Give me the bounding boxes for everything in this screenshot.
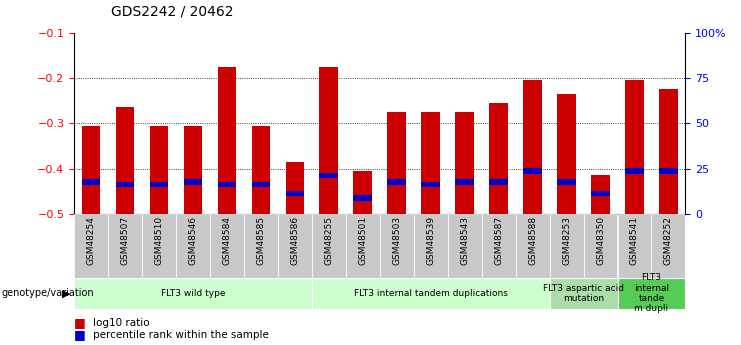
Text: GSM48253: GSM48253 [562, 216, 571, 265]
Text: GSM48252: GSM48252 [664, 216, 673, 265]
Bar [455, 179, 474, 185]
Bar [142, 214, 176, 278]
Bar [251, 182, 270, 187]
Bar [319, 173, 338, 178]
Bar [591, 191, 610, 196]
Text: FLT3 wild type: FLT3 wild type [161, 289, 225, 298]
Bar [82, 179, 101, 185]
Text: GSM48584: GSM48584 [222, 216, 231, 265]
Text: GSM48350: GSM48350 [596, 216, 605, 265]
Text: ▶: ▶ [62, 288, 70, 298]
Bar [583, 214, 617, 278]
Bar [150, 126, 168, 214]
Bar [116, 108, 134, 214]
Bar [218, 67, 236, 214]
Text: GDS2242 / 20462: GDS2242 / 20462 [111, 5, 233, 19]
Bar [184, 179, 202, 185]
Text: GSM48501: GSM48501 [359, 216, 368, 265]
Bar [625, 168, 644, 174]
Text: genotype/variation: genotype/variation [1, 288, 94, 298]
Bar [116, 182, 134, 187]
Bar [422, 182, 440, 187]
Text: FLT3 aspartic acid
mutation: FLT3 aspartic acid mutation [543, 284, 624, 303]
Bar [516, 214, 550, 278]
Bar [278, 214, 312, 278]
Bar [455, 112, 474, 214]
Bar [319, 67, 338, 214]
Text: GSM48585: GSM48585 [256, 216, 265, 265]
Text: percentile rank within the sample: percentile rank within the sample [93, 330, 268, 339]
Bar [379, 214, 413, 278]
Bar [150, 182, 168, 187]
Text: GSM48586: GSM48586 [290, 216, 299, 265]
Bar [388, 179, 406, 185]
Bar [659, 89, 678, 214]
Text: GSM48587: GSM48587 [494, 216, 503, 265]
Bar [176, 214, 210, 278]
Bar [218, 182, 236, 187]
Text: GSM48254: GSM48254 [87, 216, 96, 265]
Bar [557, 179, 576, 185]
Text: log10 ratio: log10 ratio [93, 318, 149, 327]
Bar [448, 214, 482, 278]
Bar [108, 214, 142, 278]
Bar [74, 278, 312, 309]
Bar [557, 94, 576, 214]
Bar [617, 278, 685, 309]
Bar [591, 175, 610, 214]
Text: GSM48546: GSM48546 [188, 216, 197, 265]
Bar [625, 80, 644, 214]
Bar [244, 214, 278, 278]
Text: ■: ■ [74, 316, 86, 329]
Text: GSM48510: GSM48510 [155, 216, 164, 265]
Bar [353, 195, 372, 201]
Bar [251, 126, 270, 214]
Text: GSM48507: GSM48507 [121, 216, 130, 265]
Text: GSM48503: GSM48503 [392, 216, 401, 265]
Text: GSM48255: GSM48255 [325, 216, 333, 265]
Bar [523, 168, 542, 174]
Text: ■: ■ [74, 328, 86, 341]
Bar [413, 214, 448, 278]
Bar [550, 278, 617, 309]
Bar [482, 214, 516, 278]
Bar [617, 214, 651, 278]
Bar [82, 126, 101, 214]
Text: GSM48541: GSM48541 [630, 216, 639, 265]
Bar [353, 171, 372, 214]
Bar [388, 112, 406, 214]
Bar [346, 214, 379, 278]
Bar [550, 214, 584, 278]
Bar [285, 162, 305, 214]
Bar [210, 214, 244, 278]
Bar [422, 112, 440, 214]
Bar [489, 179, 508, 185]
Text: GSM48539: GSM48539 [426, 216, 435, 265]
Bar [651, 214, 685, 278]
Bar [285, 191, 305, 196]
Text: FLT3
internal
tande
m dupli: FLT3 internal tande m dupli [634, 273, 669, 313]
Bar [659, 168, 678, 174]
Text: FLT3 internal tandem duplications: FLT3 internal tandem duplications [353, 289, 508, 298]
Bar [74, 214, 108, 278]
Bar [312, 278, 550, 309]
Bar [184, 126, 202, 214]
Bar [489, 103, 508, 214]
Bar [312, 214, 346, 278]
Bar [523, 80, 542, 214]
Text: GSM48543: GSM48543 [460, 216, 469, 265]
Text: GSM48588: GSM48588 [528, 216, 537, 265]
